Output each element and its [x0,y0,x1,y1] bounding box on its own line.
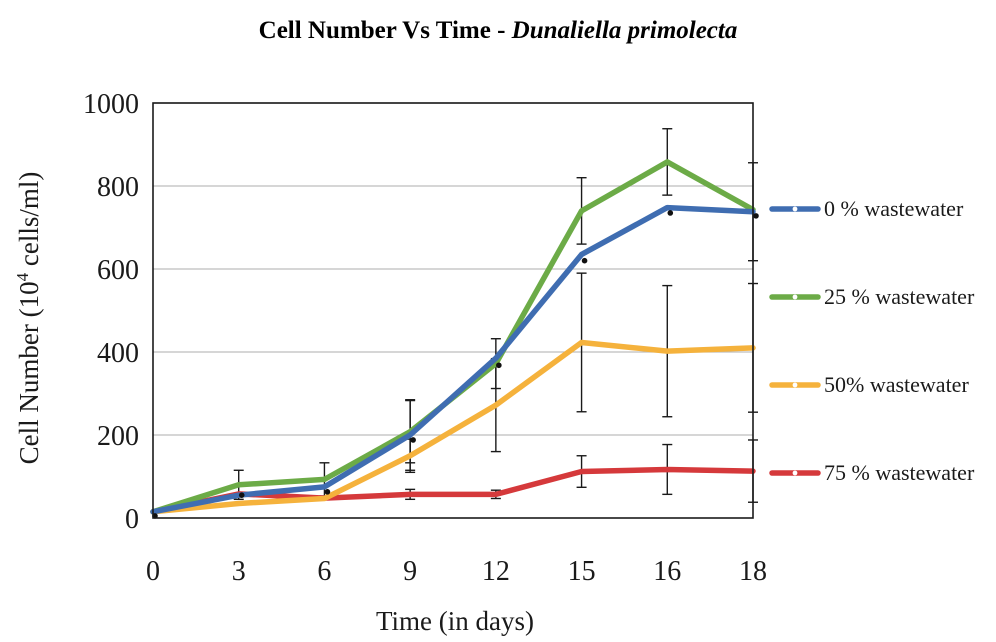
x-tick-label: 3 [232,556,246,587]
x-tick-label: 6 [317,556,331,587]
x-tick-label: 9 [403,556,417,587]
y-axis-title-exponent: 4 [13,272,32,281]
legend: 0 % wastewater 25 % wastewater 50% wastewa… [769,196,975,485]
error-bars [233,128,758,503]
chart-title-species: Dunaliella primolecta [511,17,738,44]
data-marker [581,257,588,264]
data-markers [152,210,759,519]
legend-label: 75 % wastewater [824,460,975,485]
legend-label: 50% wastewater [824,372,969,397]
series-line [150,339,756,515]
y-tick-label: 800 [97,172,139,203]
gridlines [153,102,753,436]
x-axis-title: Time (in days) [376,606,534,636]
y-tick-label: 1000 [83,89,139,120]
y-tick-label: 400 [97,338,139,369]
y-tick-label: 0 [125,504,139,535]
legend-marker [792,382,798,388]
data-marker [410,437,416,443]
x-tick-label: 15 [568,556,596,587]
y-axis-title-main: Cell Number (10 [14,281,44,464]
x-tick-label: 16 [653,556,681,587]
series-lines [150,159,756,515]
data-marker [238,492,245,498]
data-marker [324,489,331,495]
y-axis-title-unit: cells/ml) [14,172,44,273]
y-tick-label: 600 [97,255,139,286]
data-marker [496,362,502,369]
series-line [150,159,756,515]
chart-title: Cell Number Vs Time - Dunaliella primole… [259,17,738,44]
y-tick-label: 200 [97,421,139,452]
series-line [150,204,756,515]
plot-frame [152,102,754,519]
legend-label: 0 % wastewater [824,196,964,221]
axes [152,102,754,519]
legend-marker [792,294,798,300]
legend-marker [792,206,798,212]
y-axis-title: Cell Number (104 cells/ml) [13,172,44,465]
chart-title-prefix: Cell Number Vs Time - [259,17,512,44]
legend-label: 25 % wastewater [824,284,975,309]
x-tick-label: 0 [146,556,160,587]
data-marker [753,213,759,219]
x-tick-label: 12 [482,556,510,587]
data-marker [667,210,674,216]
x-tick-label: 18 [739,556,767,587]
y-tick-labels: 0 200 400 600 800 1000 [83,89,139,535]
legend-marker [792,470,798,476]
x-tick-labels: 0 3 6 9 12 15 16 18 [146,556,767,587]
